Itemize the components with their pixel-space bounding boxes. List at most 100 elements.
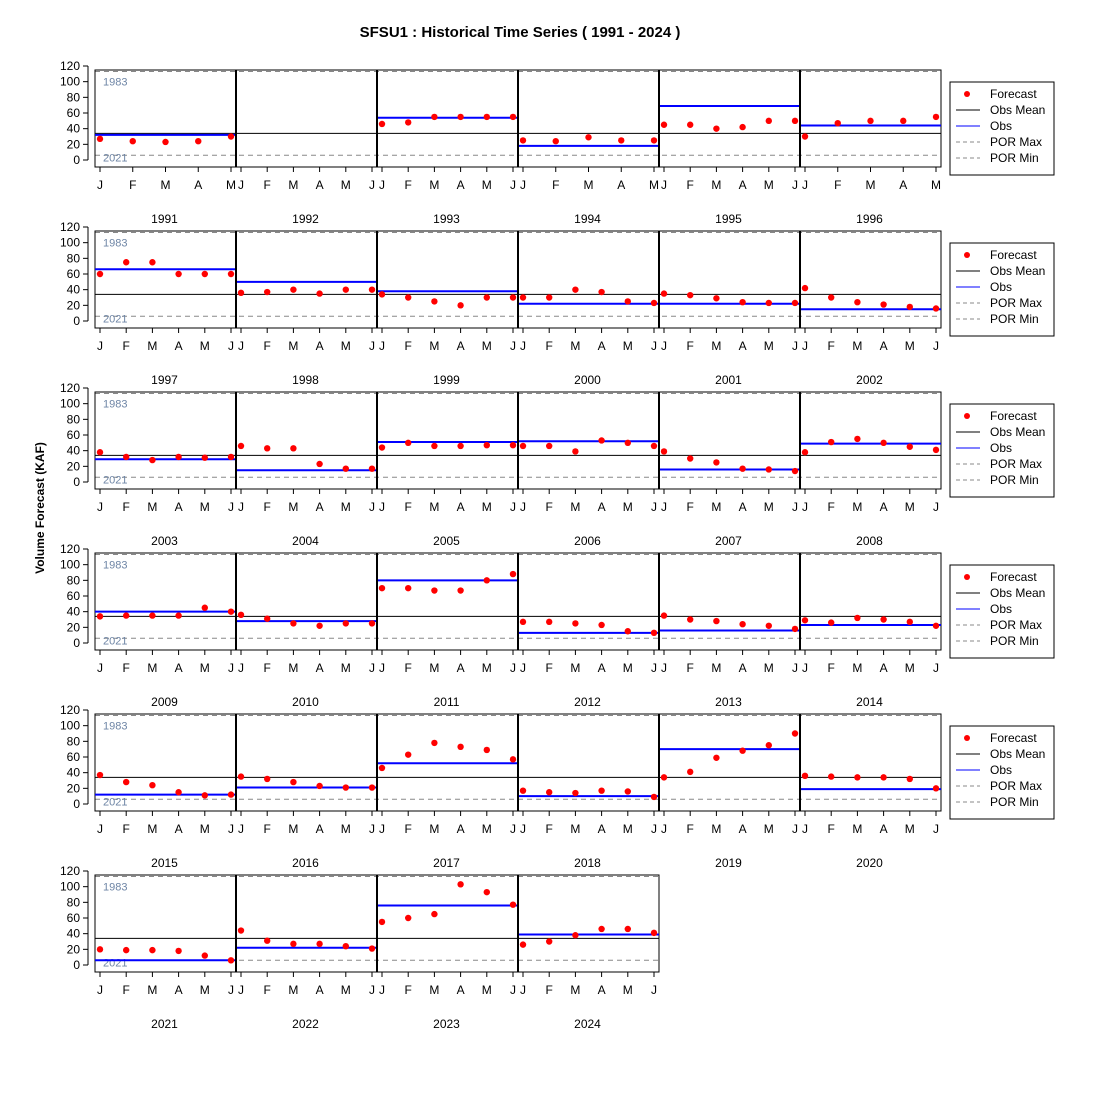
legend-forecast-marker bbox=[964, 413, 970, 419]
x-tick-label: J bbox=[661, 500, 667, 514]
x-tick-label: M bbox=[570, 339, 580, 353]
legend-frame bbox=[949, 564, 1055, 659]
year-label: 2012 bbox=[574, 695, 601, 709]
x-tick-label: M bbox=[852, 500, 862, 514]
panel-2011: J F M A M J 2011 bbox=[376, 552, 519, 709]
x-tick-label: J bbox=[802, 500, 808, 514]
forecast-point bbox=[801, 133, 809, 140]
forecast-point bbox=[237, 289, 245, 296]
forecast-point bbox=[834, 119, 841, 127]
x-tick-label: J bbox=[661, 661, 667, 675]
forecast-point bbox=[801, 617, 809, 624]
x-tick-label: M bbox=[905, 822, 915, 836]
x-tick-label: J bbox=[228, 500, 234, 514]
x-tick-label: J bbox=[228, 983, 234, 997]
x-tick-label: J bbox=[661, 178, 667, 192]
year-label: 1997 bbox=[151, 373, 178, 387]
x-tick-label: J bbox=[379, 500, 385, 514]
forecast-point bbox=[660, 290, 668, 297]
x-tick-label: F bbox=[405, 178, 412, 192]
forecast-point bbox=[650, 793, 658, 801]
x-tick-label: J bbox=[802, 178, 808, 192]
forecast-point bbox=[867, 117, 874, 125]
x-tick-label: F bbox=[264, 500, 271, 514]
forecast-point bbox=[149, 782, 156, 789]
x-tick-label: M bbox=[226, 178, 236, 192]
forecast-point bbox=[405, 294, 412, 301]
x-tick-label: A bbox=[739, 822, 747, 836]
panel-frame bbox=[235, 874, 378, 973]
forecast-point bbox=[316, 622, 323, 629]
x-tick-label: J bbox=[802, 822, 808, 836]
forecast-point bbox=[175, 270, 182, 278]
x-tick-label: M bbox=[429, 500, 439, 514]
x-tick-label: J bbox=[97, 339, 103, 353]
x-tick-label: M bbox=[905, 661, 915, 675]
forecast-point bbox=[572, 932, 579, 939]
x-tick-label: M bbox=[852, 661, 862, 675]
y-tick-label: 0 bbox=[73, 958, 80, 972]
x-tick-label: J bbox=[369, 822, 375, 836]
year-label: 1996 bbox=[856, 212, 883, 226]
x-tick-label: J bbox=[520, 822, 526, 836]
y-tick-label: 80 bbox=[67, 412, 81, 426]
year-label: 2022 bbox=[292, 1017, 319, 1031]
y-tick-label: 120 bbox=[60, 864, 80, 878]
x-tick-label: A bbox=[598, 983, 606, 997]
year-label: 2005 bbox=[433, 534, 460, 548]
x-tick-label: J bbox=[933, 339, 939, 353]
forecast-point bbox=[791, 467, 799, 475]
x-tick-label: M bbox=[429, 178, 439, 192]
forecast-point bbox=[509, 756, 517, 763]
y-tick-label: 60 bbox=[67, 106, 81, 120]
x-tick-label: J bbox=[510, 500, 516, 514]
forecast-point bbox=[457, 113, 464, 121]
y-tick-label: 0 bbox=[73, 475, 80, 489]
y-tick-label: 20 bbox=[67, 620, 81, 634]
forecast-point bbox=[801, 449, 809, 456]
x-tick-label: F bbox=[828, 661, 835, 675]
legend: Forecast Obs Mean Obs POR Max POR Min bbox=[949, 81, 1055, 176]
forecast-point bbox=[227, 957, 235, 964]
forecast-point bbox=[195, 138, 202, 145]
x-tick-label: F bbox=[405, 822, 412, 836]
x-tick-label: F bbox=[264, 178, 271, 192]
x-tick-label: A bbox=[880, 822, 888, 836]
forecast-point bbox=[713, 617, 720, 625]
y-tick-label: 20 bbox=[67, 781, 81, 795]
x-tick-label: M bbox=[570, 822, 580, 836]
forecast-point bbox=[175, 947, 182, 955]
forecast-point bbox=[175, 612, 182, 619]
x-tick-label: A bbox=[880, 661, 888, 675]
year-label: 2016 bbox=[292, 856, 319, 870]
legend-frame bbox=[949, 242, 1055, 337]
forecast-point bbox=[660, 612, 668, 619]
x-tick-label: F bbox=[264, 983, 271, 997]
y-tick-label: 60 bbox=[67, 267, 81, 281]
forecast-point bbox=[509, 570, 517, 578]
legend-label: Obs bbox=[990, 280, 1012, 294]
panel-frame bbox=[235, 230, 378, 329]
forecast-point bbox=[618, 137, 625, 144]
panel-2013: J F M A M J 2013 bbox=[658, 552, 801, 709]
forecast-point bbox=[129, 138, 136, 145]
y-tick-label: 80 bbox=[67, 734, 81, 748]
x-tick-label: J bbox=[661, 339, 667, 353]
forecast-point bbox=[509, 294, 517, 301]
x-tick-label: M bbox=[584, 178, 594, 192]
forecast-point bbox=[519, 941, 527, 948]
forecast-point bbox=[791, 730, 799, 737]
x-tick-label: M bbox=[570, 983, 580, 997]
forecast-point bbox=[368, 784, 376, 791]
legend-label: Forecast bbox=[990, 248, 1037, 262]
x-tick-label: F bbox=[405, 339, 412, 353]
x-tick-label: M bbox=[905, 339, 915, 353]
forecast-point bbox=[378, 291, 386, 298]
x-tick-label: M bbox=[711, 500, 721, 514]
forecast-point bbox=[687, 121, 694, 128]
x-tick-label: M bbox=[570, 500, 580, 514]
panel-2017: J F M A M J 2017 bbox=[376, 713, 519, 870]
x-tick-label: J bbox=[238, 178, 244, 192]
x-tick-label: J bbox=[228, 339, 234, 353]
